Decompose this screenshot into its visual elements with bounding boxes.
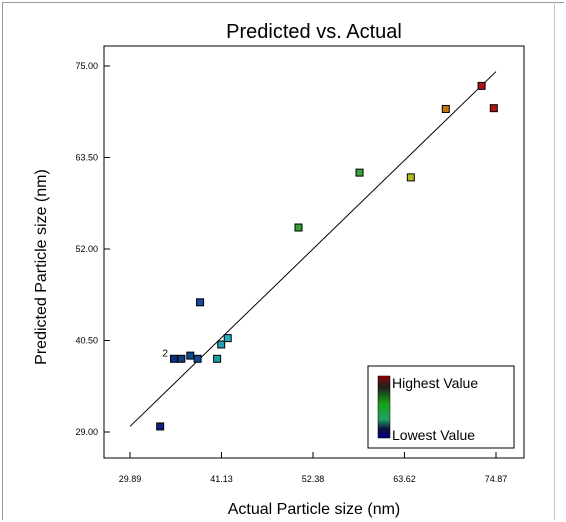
annotations: 2: [162, 349, 168, 360]
x-tick-label: 63.62: [393, 474, 416, 484]
data-point: [193, 354, 202, 363]
legend-color-bar: [377, 375, 391, 439]
legend: Highest Value Lowest Value: [367, 365, 515, 449]
y-axis-label: Predicted Particle size (nm): [33, 169, 50, 365]
legend-box: [367, 365, 515, 449]
data-points: [156, 81, 498, 431]
data-point: [170, 354, 179, 363]
x-tick-label: 41.13: [210, 474, 233, 484]
x-axis-ticks: 29.89 41.13 52.38 63.62 74.87: [119, 452, 508, 484]
data-point: [489, 104, 498, 113]
y-tick-label: 40.50: [75, 336, 98, 346]
legend-highest-label: Highest Value: [392, 375, 478, 391]
y-axis-ticks: 29.00 40.50 52.00 63.50 75.00: [75, 61, 110, 437]
x-tick-label: 29.89: [119, 474, 142, 484]
point-count-annotation: 2: [162, 349, 168, 360]
data-point: [294, 223, 303, 232]
chart-title: Predicted vs. Actual: [226, 21, 402, 43]
y-tick-label: 52.00: [75, 244, 98, 254]
plot-area-border: [103, 45, 525, 459]
data-point: [406, 173, 415, 182]
legend-lowest-label: Lowest Value: [392, 427, 475, 443]
data-point: [477, 81, 486, 90]
data-point: [196, 298, 205, 307]
data-point: [213, 354, 222, 363]
data-point: [177, 354, 186, 363]
frame-divider: [554, 2, 555, 520]
data-point: [156, 422, 165, 431]
data-point: [355, 168, 364, 177]
data-point: [217, 340, 226, 349]
fit-line: [129, 71, 497, 427]
data-point: [223, 334, 232, 343]
y-tick-label: 29.00: [75, 427, 98, 437]
y-tick-label: 63.50: [75, 153, 98, 163]
data-point: [186, 351, 195, 360]
x-tick-label: 52.38: [302, 474, 325, 484]
y-tick-label: 75.00: [75, 61, 98, 71]
x-tick-label: 74.87: [485, 474, 508, 484]
x-axis-label: Actual Particle size (nm): [228, 501, 401, 518]
data-point: [441, 104, 450, 113]
